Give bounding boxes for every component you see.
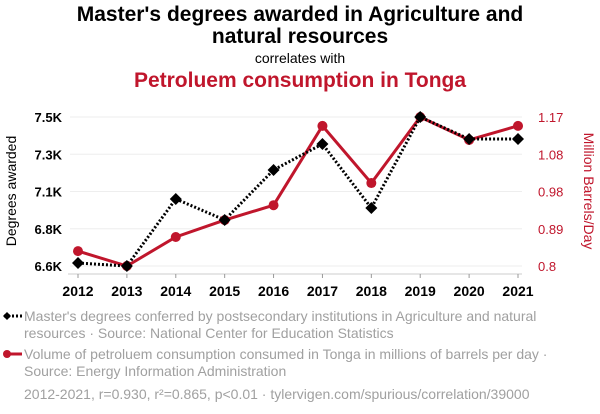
point-degrees: [169, 192, 182, 205]
y-tick-label: 7.1K: [35, 185, 63, 200]
chart-title: Master's degrees awarded in Agriculture …: [76, 3, 524, 48]
point-degrees: [218, 213, 231, 226]
legend-series-1: Master's degrees conferred by postsecond…: [24, 308, 584, 342]
y2-tick-label: 0.89: [538, 222, 563, 237]
x-tick-label: 2012: [62, 283, 93, 299]
point-degrees: [120, 260, 133, 272]
x-tick-label: 2018: [356, 283, 387, 299]
chart-title-2: Petroluem consumption in Tonga: [133, 69, 467, 92]
legend-label-2: Volume of petroluem consumption consumed…: [24, 346, 548, 379]
x-tick-label: 2019: [405, 283, 436, 299]
y2-tick-label: 1.08: [538, 147, 563, 162]
point-degrees: [365, 202, 378, 215]
point-degrees: [72, 257, 84, 270]
legend-marker-1: [3, 312, 11, 320]
y-axis-label: Degrees awarded: [3, 136, 19, 247]
x-tick-label: 2015: [209, 283, 240, 299]
x-tick-label: 2020: [454, 283, 485, 299]
legend-marker-2: [3, 350, 11, 358]
legend-label-1: Master's degrees conferred by postsecond…: [24, 308, 537, 341]
y-tick-label: 6.6K: [35, 259, 63, 274]
y2-tick-label: 0.8: [538, 259, 556, 274]
point-petroleum: [317, 120, 328, 131]
y-tick-label: 7.3K: [35, 147, 63, 162]
point-degrees: [414, 111, 427, 123]
point-petroleum: [513, 120, 523, 131]
y2-tick-label: 0.98: [538, 185, 563, 200]
point-petroleum: [73, 246, 83, 257]
legend-series-2: Volume of petroluem consumption consumed…: [24, 346, 584, 380]
chart-subtitle: correlates with: [254, 50, 346, 66]
point-petroleum: [366, 178, 377, 189]
x-tick-label: 2014: [160, 283, 191, 299]
y2-axis-label: Million Barrels/Day: [581, 133, 597, 250]
x-tick-label: 2016: [258, 283, 289, 299]
x-tick-label: 2013: [111, 283, 142, 299]
point-degrees: [463, 133, 476, 146]
x-tick-label: 2017: [307, 283, 338, 299]
footer: 2012-2021, r=0.930, r²=0.865, p<0.01 · t…: [24, 386, 530, 402]
point-degrees: [512, 133, 524, 146]
x-tick-label: 2021: [502, 283, 533, 299]
point-degrees: [267, 163, 280, 176]
y-tick-label: 7.5K: [35, 110, 63, 125]
point-degrees: [316, 137, 329, 150]
y2-tick-label: 1.17: [538, 110, 563, 125]
series-line-degrees: [77, 115, 518, 268]
point-petroleum: [268, 200, 279, 211]
point-petroleum: [170, 232, 181, 243]
y-tick-label: 6.8K: [35, 222, 63, 237]
